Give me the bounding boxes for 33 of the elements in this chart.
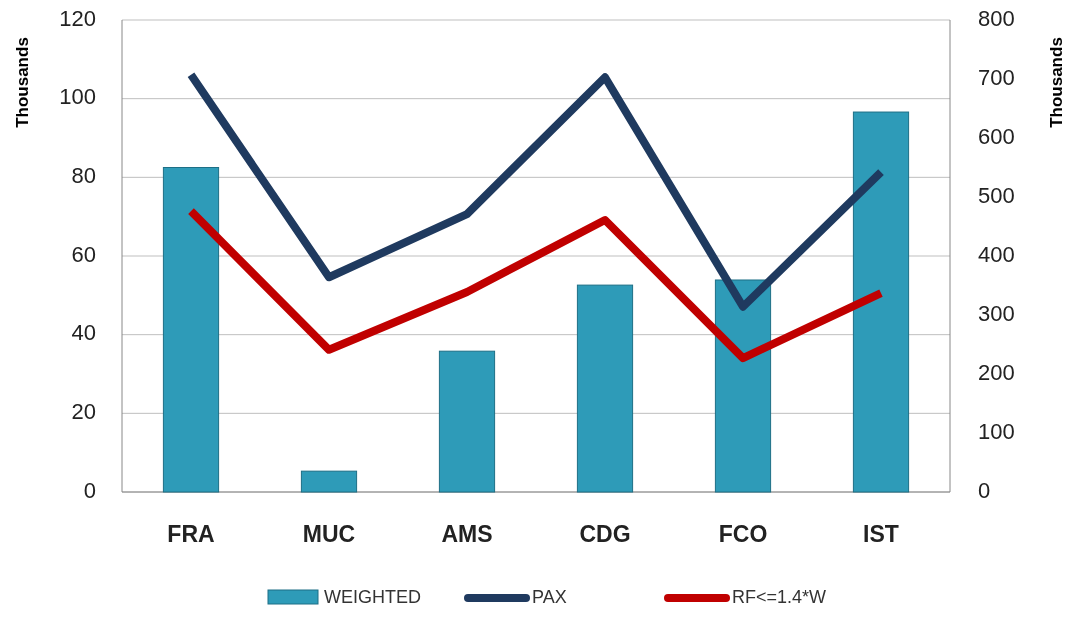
y-tick-label: 0 <box>83 477 96 503</box>
y-tick-label: 120 <box>59 5 96 31</box>
y2-tick-label: 400 <box>978 241 1015 267</box>
y-tick-label: 100 <box>59 84 96 110</box>
bar <box>300 470 358 493</box>
y-tick-label: 60 <box>71 241 96 267</box>
y2-tick-label: 800 <box>978 5 1015 31</box>
y-axis-title: Thousands <box>13 37 32 128</box>
y2-tick-label: 700 <box>978 64 1015 90</box>
y2-tick-label: 200 <box>978 359 1015 385</box>
x-tick-label: CDG <box>579 521 631 547</box>
bar <box>576 284 634 493</box>
bar <box>714 279 772 493</box>
y-tick-label: 20 <box>71 399 96 425</box>
bar <box>852 111 910 493</box>
x-tick-label: FRA <box>167 521 215 547</box>
bar <box>438 350 496 493</box>
x-tick-label: AMS <box>441 521 493 547</box>
y2-tick-label: 100 <box>978 418 1015 444</box>
y2-tick-label: 500 <box>978 182 1015 208</box>
y2-tick-label: 600 <box>978 123 1015 149</box>
y2-tick-label: 0 <box>978 477 991 503</box>
x-tick-label: FCO <box>718 521 768 547</box>
legend-label: PAX <box>532 586 567 607</box>
y2-axis-title: Thousands <box>1047 37 1066 128</box>
x-tick-label: IST <box>863 521 899 547</box>
y-tick-label: 40 <box>71 320 96 346</box>
bar <box>162 167 220 493</box>
x-tick-label: MUC <box>302 521 356 547</box>
legend-label: WEIGHTED <box>324 586 421 607</box>
y2-tick-label: 300 <box>978 300 1015 326</box>
legend-label: RF<=1.4*W <box>732 586 827 607</box>
y-tick-label: 80 <box>71 163 96 189</box>
